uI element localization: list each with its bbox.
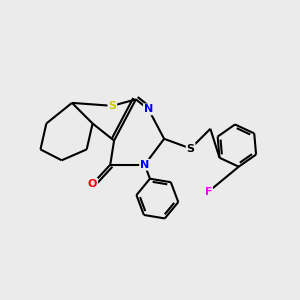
Text: O: O — [88, 179, 97, 189]
Text: F: F — [205, 187, 212, 197]
Text: N: N — [144, 104, 153, 114]
Text: S: S — [187, 143, 195, 154]
Text: S: S — [108, 101, 116, 111]
Text: N: N — [140, 160, 149, 170]
